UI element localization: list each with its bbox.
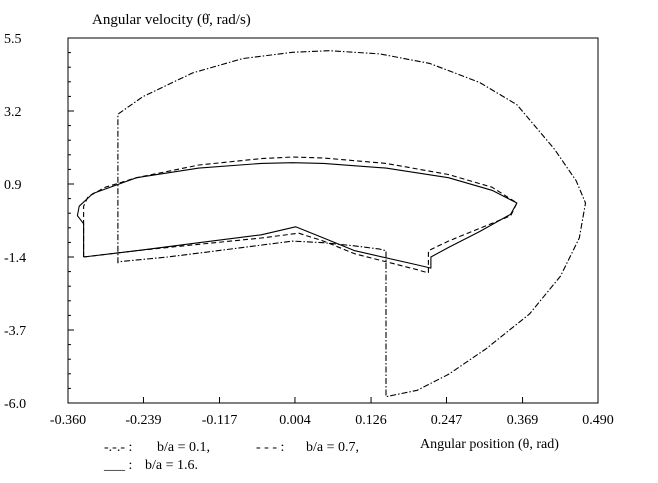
x-tick-label: 0.004 bbox=[279, 413, 311, 428]
x-tick-labels: -0.360 -0.239 -0.117 0.004 0.126 0.247 0.369 0.… bbox=[50, 397, 614, 428]
x-tick-label: -0.239 bbox=[125, 413, 161, 428]
x-tick-label: 0.247 bbox=[431, 413, 463, 428]
x-tick-label: -0.360 bbox=[50, 413, 86, 428]
legend-marker-solid: ___ : bbox=[103, 458, 132, 473]
y-minor-ticks bbox=[68, 52, 71, 389]
legend-label-dashdot: b/a = 0.1, bbox=[157, 440, 210, 455]
y-tick-label: 3.2 bbox=[4, 105, 22, 120]
series-line-dashdot bbox=[117, 50, 587, 398]
x-tick-label: 0.126 bbox=[355, 413, 387, 428]
legend-marker-dashed: - - - : bbox=[256, 440, 284, 455]
series-line-solid bbox=[76, 162, 518, 269]
series-line-dashed bbox=[83, 156, 518, 274]
y-tick-label: 0.9 bbox=[4, 178, 22, 193]
y-tick-label: -6.0 bbox=[4, 397, 26, 412]
y-axis-title: Angular velocity (θ̇, rad/s) bbox=[92, 12, 251, 28]
x-tick-label: -0.117 bbox=[202, 413, 238, 428]
y-tick-label: -3.7 bbox=[4, 324, 26, 339]
series-layer bbox=[76, 50, 587, 398]
legend-label-solid: b/a = 1.6. bbox=[145, 458, 198, 473]
legend-marker-dashdot: -.-.- : bbox=[104, 440, 132, 455]
x-tick-label: 0.490 bbox=[582, 413, 614, 428]
plot-frame bbox=[67, 37, 599, 404]
y-tick-label: -1.4 bbox=[4, 251, 26, 266]
legend-label-dashed: b/a = 0.7, bbox=[306, 440, 359, 455]
x-tick-label: 0.369 bbox=[507, 413, 539, 428]
y-tick-labels: 5.5 3.2 0.9 -1.4 -3.7 -6.0 bbox=[4, 32, 74, 412]
y-tick-label: 5.5 bbox=[4, 32, 22, 47]
x-axis-title: Angular position (θ, rad) bbox=[420, 437, 559, 452]
